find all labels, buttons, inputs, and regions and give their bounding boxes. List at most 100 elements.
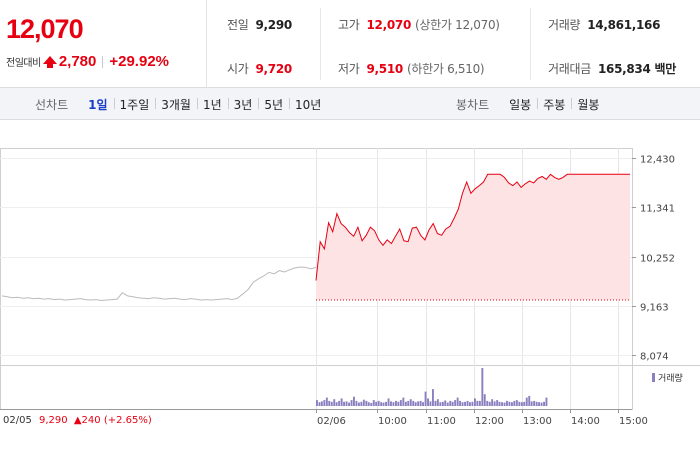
- volume-bar: [474, 398, 476, 406]
- tab-1d[interactable]: 1일: [88, 97, 108, 112]
- volume-bar: [348, 402, 350, 406]
- prev-day-line: [1, 266, 317, 302]
- volume-bar: [343, 401, 345, 406]
- x-tick-label: 02/06: [317, 416, 346, 427]
- volume-bar: [515, 400, 518, 406]
- volume-bar: [530, 401, 533, 406]
- volume-bar: [397, 401, 400, 406]
- volume-bar: [385, 401, 387, 406]
- stat-open: 시가 9,720: [227, 62, 292, 76]
- volume-bar: [518, 401, 521, 406]
- volume-bar: [464, 401, 466, 406]
- change-amount: 2,780: [58, 53, 97, 70]
- volume-bar: [375, 401, 378, 406]
- divider: [530, 8, 531, 80]
- volume-bar: [432, 389, 434, 406]
- volume-bar: [533, 400, 536, 406]
- volume-bar: [358, 402, 360, 406]
- volume-bar: [424, 391, 427, 406]
- y-tick-label: 9,163: [640, 303, 669, 314]
- y-tick-label: 8,074: [640, 352, 669, 363]
- volume-bar: [367, 402, 370, 406]
- volume-bar: [543, 401, 545, 406]
- tab-daily[interactable]: 일봉: [509, 97, 532, 112]
- volume-bar: [414, 402, 417, 406]
- x-tick-label: 10:00: [378, 416, 407, 427]
- volume-legend: 거래량: [652, 371, 683, 384]
- volume-bar: [340, 398, 343, 406]
- volume-bar: [471, 401, 474, 406]
- volume-bar: [520, 402, 523, 406]
- stat-turnover: 거래대금 165,834 백만: [548, 62, 677, 76]
- volume-bar: [362, 399, 365, 406]
- volume-bar: [466, 400, 469, 406]
- volume-bar: [382, 402, 385, 406]
- volume-bar: [446, 402, 449, 406]
- volume-bar: [456, 397, 459, 406]
- volume-bar: [538, 402, 540, 406]
- x-tick-label: 14:00: [571, 416, 600, 427]
- volume-bar: [372, 400, 375, 406]
- volume-bar: [476, 400, 479, 406]
- volume-swatch: [652, 373, 655, 382]
- volume-bar: [449, 400, 452, 406]
- tab-weekly[interactable]: 주봉: [537, 96, 571, 113]
- volume-bar: [535, 401, 538, 406]
- volume-bar: [417, 401, 420, 406]
- volume-bar: [316, 400, 318, 406]
- up-arrow-icon: [42, 56, 57, 68]
- price-chart: 12,430 11,341 10,252 9,163 8,074 02/06 10:00 11…: [0, 120, 700, 450]
- volume-bar: [345, 401, 348, 406]
- volume-bar: [429, 401, 432, 406]
- stat-volume: 거래량 14,861,166: [548, 18, 661, 32]
- x-tick-label: 13:00: [523, 416, 552, 427]
- price-chart-svg: 12,430 11,341 10,252 9,163 8,074 02/06 10:00 11…: [0, 148, 700, 427]
- y-tick-label: 11,341: [640, 204, 675, 215]
- volume-bar: [441, 401, 444, 406]
- volume-bar: [320, 401, 323, 406]
- volume-bar: [434, 400, 437, 406]
- volume-bar: [402, 397, 405, 406]
- tab-5y[interactable]: 5년: [258, 96, 289, 113]
- current-price: 12,070: [6, 14, 84, 44]
- volume-bar: [380, 402, 383, 406]
- volume-bar: [365, 400, 368, 406]
- change-label: 전일대비: [6, 58, 41, 69]
- volume-bar: [419, 400, 422, 406]
- volume-bar: [387, 398, 390, 406]
- volume-bar: [323, 400, 326, 406]
- volume-bar: [503, 402, 506, 406]
- divider: [320, 8, 321, 80]
- volume-bar: [399, 400, 402, 406]
- candle-chart-title: 봉차트: [456, 97, 490, 112]
- volume-bar: [439, 402, 442, 406]
- tab-10y[interactable]: 10년: [289, 96, 327, 113]
- volume-bar: [496, 400, 499, 406]
- volume-bar: [444, 400, 447, 406]
- volume-bar: [392, 402, 395, 406]
- volume-bar: [501, 402, 503, 406]
- volume-bar: [353, 396, 355, 406]
- volume-bar: [333, 399, 336, 406]
- price-line: [315, 173, 630, 281]
- candle-chart-tabs: 봉차트 일봉 주봉 월봉: [456, 88, 605, 120]
- line-chart-title: 선차트: [35, 97, 69, 112]
- volume-bar: [390, 401, 392, 406]
- volume-bar: [491, 399, 494, 406]
- volume-bar: [525, 397, 528, 406]
- y-tick-label: 12,430: [640, 155, 675, 166]
- volume-bar: [493, 401, 496, 406]
- tab-1y[interactable]: 1년: [196, 96, 228, 113]
- tab-3y[interactable]: 3년: [227, 96, 259, 113]
- x-tick-label: 11:00: [427, 416, 456, 427]
- price-change-row: 전일대비 2,780 +29.92%: [6, 53, 169, 70]
- tab-monthly[interactable]: 월봉: [571, 96, 605, 113]
- volume-bar: [338, 400, 341, 406]
- volume-bar: [409, 399, 412, 406]
- volume-bar: [513, 400, 516, 406]
- volume-bar: [528, 395, 531, 406]
- tab-3m[interactable]: 3개월: [155, 96, 197, 113]
- price-area: [316, 174, 630, 300]
- tab-1w[interactable]: 1주일: [113, 96, 156, 113]
- volume-bar: [318, 402, 321, 406]
